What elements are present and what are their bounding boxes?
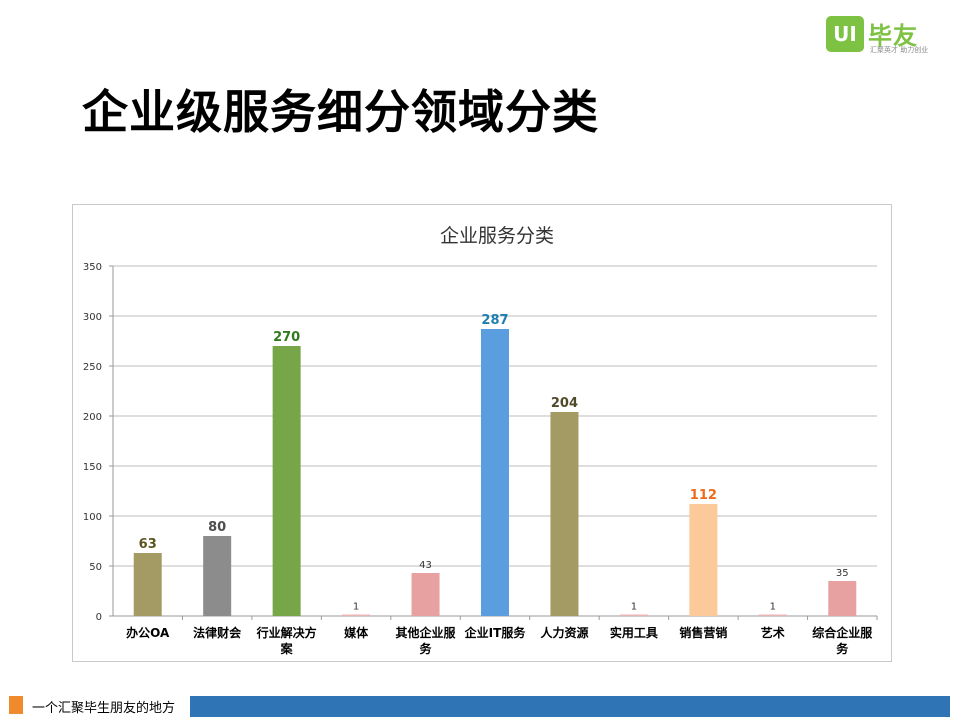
logo-badge: UI xyxy=(826,16,864,52)
x-tick-label: 办公OA xyxy=(126,625,170,640)
x-tick-label: 企业IT服务 xyxy=(464,625,527,640)
data-label: 270 xyxy=(273,330,300,345)
bar xyxy=(619,614,648,616)
bar xyxy=(828,581,857,616)
x-tick-label: 艺术 xyxy=(761,625,785,640)
chart-frame: 企业服务分类 0 50 100 150 200 250 300 350 63 办公OA 80 法律财会 2… xyxy=(72,204,892,662)
data-label: 112 xyxy=(690,488,717,503)
bar xyxy=(758,614,787,616)
data-label: 204 xyxy=(551,396,578,411)
page-title: 企业级服务细分领域分类 xyxy=(82,85,599,139)
data-label: 63 xyxy=(139,537,157,552)
x-tick-label: 行业解决方 xyxy=(256,625,317,640)
data-label: 80 xyxy=(208,520,226,535)
bar-chart: 企业服务分类 0 50 100 150 200 250 300 350 63 办公OA 80 法律财会 2… xyxy=(83,225,878,656)
logo-name: 毕友 xyxy=(868,22,918,50)
x-tick-label: 务 xyxy=(420,641,433,656)
data-label: 1 xyxy=(770,602,776,613)
bar xyxy=(133,553,162,616)
logo-tagline: 汇聚英才 助力创业 xyxy=(870,46,929,54)
x-tick-label: 综合企业服 xyxy=(812,625,873,640)
x-tick-label: 人力资源 xyxy=(540,625,588,640)
x-tick-label: 务 xyxy=(836,641,849,656)
y-tick-label: 0 xyxy=(96,612,102,623)
footer-bar xyxy=(190,696,950,717)
y-tick-label: 200 xyxy=(83,412,102,423)
x-tick-label: 媒体 xyxy=(344,625,369,640)
bar xyxy=(411,573,440,616)
y-tick-label: 50 xyxy=(89,562,102,573)
data-label: 1 xyxy=(353,602,359,613)
brand-logo: UI 毕友 汇聚英才 助力创业 xyxy=(826,16,944,56)
x-tick-label: 其他企业服 xyxy=(396,625,457,640)
footer-text: 一个汇聚毕生朋友的地方 xyxy=(32,701,176,716)
x-tick-label: 实用工具 xyxy=(610,625,658,640)
chart-title: 企业服务分类 xyxy=(440,225,554,247)
bar xyxy=(481,329,509,616)
x-tick-label: 销售营销 xyxy=(679,625,727,640)
y-tick-label: 100 xyxy=(83,512,102,523)
x-tick-label: 案 xyxy=(280,641,294,656)
y-tick-label: 150 xyxy=(83,462,102,473)
data-label: 287 xyxy=(481,313,508,328)
bar xyxy=(272,346,301,616)
y-tick-label: 300 xyxy=(83,312,102,323)
data-label: 43 xyxy=(419,560,432,571)
bar xyxy=(342,614,371,616)
data-label: 1 xyxy=(631,602,637,613)
bar xyxy=(689,504,718,616)
bar xyxy=(550,412,579,616)
y-tick-label: 350 xyxy=(83,262,102,273)
y-tick-label: 250 xyxy=(83,362,102,373)
data-label: 35 xyxy=(836,568,849,579)
bar xyxy=(203,536,232,616)
x-tick-label: 法律财会 xyxy=(193,625,242,640)
footer-accent-square xyxy=(9,696,23,714)
